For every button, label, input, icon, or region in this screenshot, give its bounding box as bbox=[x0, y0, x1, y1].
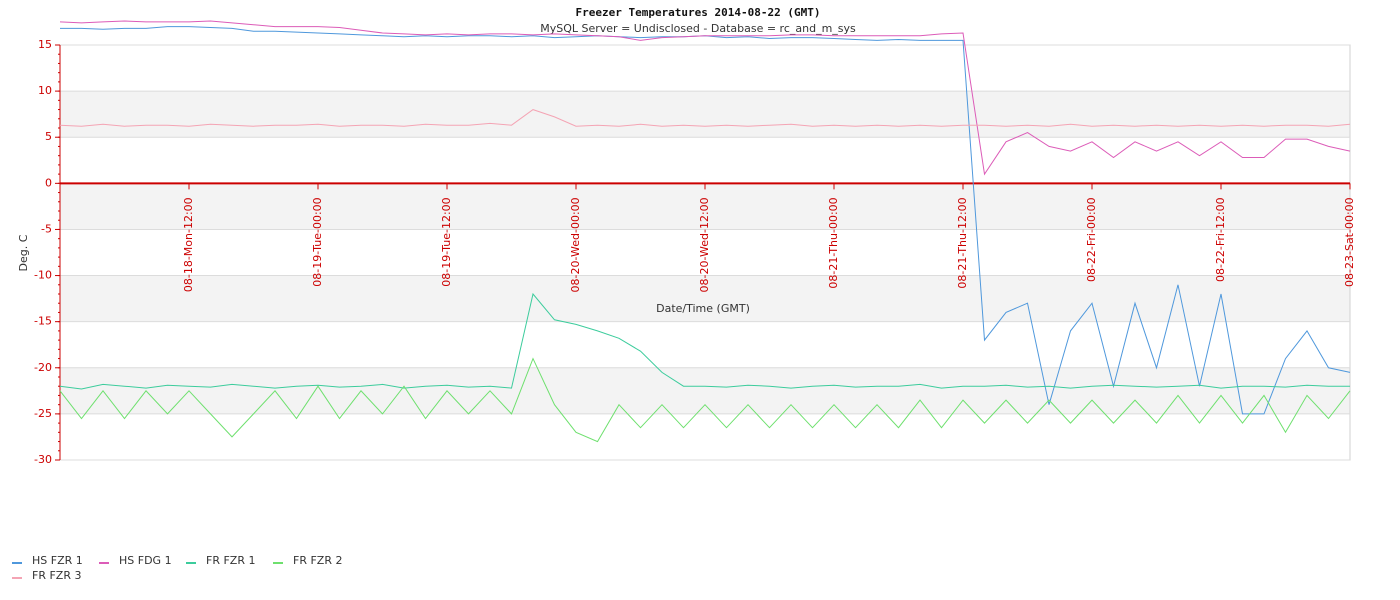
y-tick-label: 15 bbox=[38, 38, 52, 51]
x-tick-label: 08-18-Mon-12:00 bbox=[182, 197, 195, 292]
x-tick-label: 08-21-Thu-12:00 bbox=[956, 197, 969, 288]
grid-band bbox=[60, 275, 1350, 322]
x-tick-label: 08-21-Thu-00:00 bbox=[827, 197, 840, 288]
y-axis-label: Deg. C bbox=[17, 234, 30, 271]
y-tick-label: 10 bbox=[38, 84, 52, 97]
x-tick-label: 08-20-Wed-12:00 bbox=[698, 197, 711, 292]
y-tick-label: 5 bbox=[45, 130, 52, 143]
x-tick-label: 08-19-Tue-00:00 bbox=[311, 197, 324, 286]
x-tick-label: 08-22-Fri-12:00 bbox=[1214, 197, 1227, 282]
y-tick-label: -5 bbox=[41, 222, 52, 235]
legend-label: HS FZR 1 bbox=[32, 554, 83, 567]
grid-band bbox=[60, 183, 1350, 230]
x-tick-label: 08-20-Wed-00:00 bbox=[569, 197, 582, 292]
y-tick-label: -15 bbox=[34, 315, 52, 328]
y-tick-label: 0 bbox=[45, 176, 52, 189]
series-line bbox=[59, 292, 1350, 390]
series-line bbox=[59, 20, 1351, 176]
chart-title: Freezer Temperatures 2014-08-22 (GMT) bbox=[575, 6, 820, 19]
grid-band bbox=[60, 91, 1350, 138]
legend-label: FR FZR 3 bbox=[32, 569, 81, 582]
x-tick-label: 08-23-Sat-00:00 bbox=[1343, 197, 1356, 287]
y-tick-label: -10 bbox=[34, 269, 52, 282]
legend-label: FR FZR 2 bbox=[293, 554, 342, 567]
y-tick-label: -25 bbox=[34, 407, 52, 420]
x-axis-label: Date/Time (GMT) bbox=[656, 302, 750, 315]
y-tick-label: -30 bbox=[34, 453, 52, 466]
x-tick-label: 08-19-Tue-12:00 bbox=[440, 197, 453, 286]
grid-band bbox=[60, 367, 1350, 414]
legend-label: FR FZR 1 bbox=[206, 554, 255, 567]
legend-label: HS FDG 1 bbox=[119, 554, 172, 567]
chart-subtitle: MySQL Server = Undisclosed - Database = … bbox=[540, 22, 856, 35]
x-tick-label: 08-22-Fri-00:00 bbox=[1085, 197, 1098, 282]
series-line bbox=[59, 357, 1351, 443]
y-tick-label: -20 bbox=[34, 361, 52, 374]
series-line bbox=[59, 109, 1351, 127]
